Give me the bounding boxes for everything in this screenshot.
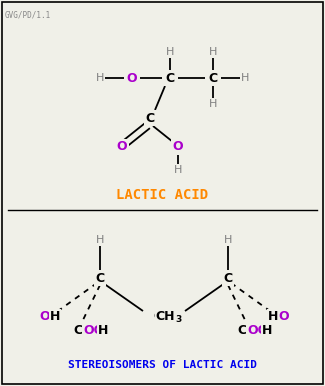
Text: H: H (98, 323, 108, 337)
Text: H: H (224, 235, 232, 245)
Text: C: C (96, 271, 105, 284)
Text: CH: CH (155, 310, 175, 322)
Text: O: O (117, 141, 127, 154)
Text: OO: OO (83, 323, 104, 337)
Text: 3: 3 (175, 315, 181, 323)
Text: H: H (166, 47, 174, 57)
Text: H: H (50, 310, 60, 322)
Text: O: O (278, 310, 289, 322)
Text: H: H (262, 323, 272, 337)
Text: O: O (173, 141, 183, 154)
Text: H: H (209, 47, 217, 57)
Text: 3: 3 (169, 315, 175, 323)
Text: OO: OO (247, 323, 268, 337)
Text: O: O (127, 71, 137, 85)
Text: H: H (209, 99, 217, 109)
Text: C: C (146, 112, 155, 125)
Text: LACTIC ACID: LACTIC ACID (116, 188, 208, 202)
Text: C: C (73, 323, 82, 337)
Text: H: H (96, 73, 104, 83)
Text: O: O (39, 310, 50, 322)
Text: GVG/PD/1.1: GVG/PD/1.1 (5, 10, 51, 19)
Text: C: C (224, 271, 233, 284)
Text: C: C (208, 71, 217, 85)
Text: C: C (237, 323, 246, 337)
Text: H: H (174, 165, 182, 175)
Text: CH: CH (153, 310, 173, 322)
Text: STEREOISOMERS OF LACTIC ACID: STEREOISOMERS OF LACTIC ACID (68, 360, 256, 370)
Text: H: H (96, 235, 104, 245)
Text: H: H (241, 73, 249, 83)
Text: C: C (165, 71, 175, 85)
Text: H: H (267, 310, 278, 322)
